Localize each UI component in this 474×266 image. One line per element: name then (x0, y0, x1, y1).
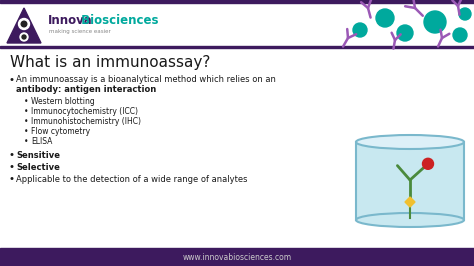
Text: Immunocytochemistry (ICC): Immunocytochemistry (ICC) (31, 106, 138, 115)
Text: www.innovabiosciences.com: www.innovabiosciences.com (182, 252, 292, 261)
Text: •: • (8, 174, 14, 184)
Text: •: • (8, 162, 14, 172)
Text: •: • (24, 97, 28, 106)
Circle shape (18, 19, 29, 30)
Text: •: • (24, 136, 28, 146)
Circle shape (22, 35, 26, 39)
Text: Immunohistochemistry (IHC): Immunohistochemistry (IHC) (31, 117, 141, 126)
Text: Flow cytometry: Flow cytometry (31, 127, 90, 135)
Bar (0, 0, 474, 47)
Text: Selective: Selective (16, 163, 60, 172)
Text: •: • (24, 127, 28, 135)
Text: Western blotting: Western blotting (31, 97, 95, 106)
Circle shape (397, 25, 413, 41)
Ellipse shape (356, 135, 464, 149)
Text: making science easier: making science easier (49, 30, 111, 35)
Text: •: • (8, 75, 14, 85)
Text: Biosciences: Biosciences (77, 14, 158, 27)
Polygon shape (7, 8, 41, 43)
Circle shape (422, 158, 434, 169)
Circle shape (376, 9, 394, 27)
Bar (356, 142, 464, 220)
Text: •: • (24, 106, 28, 115)
Bar (0, 0, 474, 2)
Circle shape (453, 28, 467, 42)
Circle shape (424, 11, 446, 33)
Bar (0, 248, 474, 266)
Bar (0, 46, 474, 48)
Text: Applicable to the detection of a wide range of analytes: Applicable to the detection of a wide ra… (16, 174, 247, 184)
Text: •: • (24, 117, 28, 126)
Circle shape (353, 23, 367, 37)
Ellipse shape (356, 213, 464, 227)
Circle shape (459, 8, 471, 20)
Text: Innova: Innova (48, 14, 93, 27)
Text: •: • (8, 150, 14, 160)
Text: ELISA: ELISA (31, 136, 52, 146)
Circle shape (21, 21, 27, 27)
Text: An immunoassay is a bioanalytical method which relies on an: An immunoassay is a bioanalytical method… (16, 76, 276, 85)
Text: Sensitive: Sensitive (16, 151, 60, 160)
Text: antibody: antigen interaction: antibody: antigen interaction (16, 85, 156, 94)
Polygon shape (405, 197, 415, 207)
Text: What is an immunoassay?: What is an immunoassay? (10, 55, 210, 69)
Circle shape (20, 33, 28, 41)
